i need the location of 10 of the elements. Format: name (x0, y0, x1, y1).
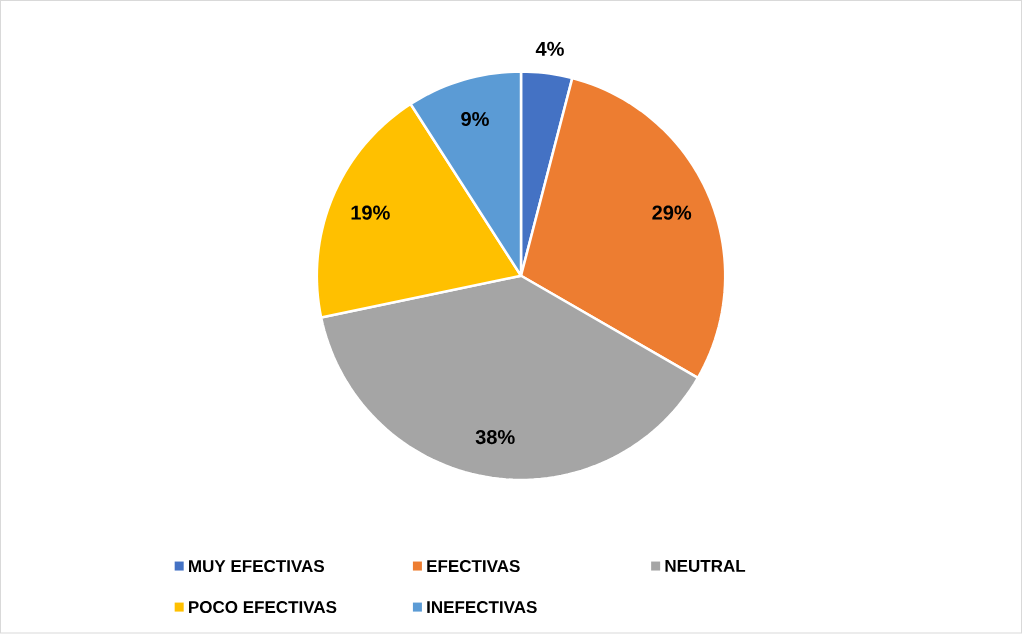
data-label: 4% (535, 42, 564, 57)
data-label: 29% (652, 205, 692, 220)
legend-label: EFECTIVAS (427, 560, 520, 573)
legend-label: POCO EFECTIVAS (189, 601, 337, 614)
legend-label: NEUTRAL (665, 560, 746, 573)
data-label: 38% (475, 430, 515, 445)
data-label: 19% (351, 205, 390, 220)
data-label: 9% (461, 112, 489, 127)
legend-label: MUY EFECTIVAS (189, 560, 325, 573)
legend-label: INEFECTIVAS (427, 601, 537, 614)
